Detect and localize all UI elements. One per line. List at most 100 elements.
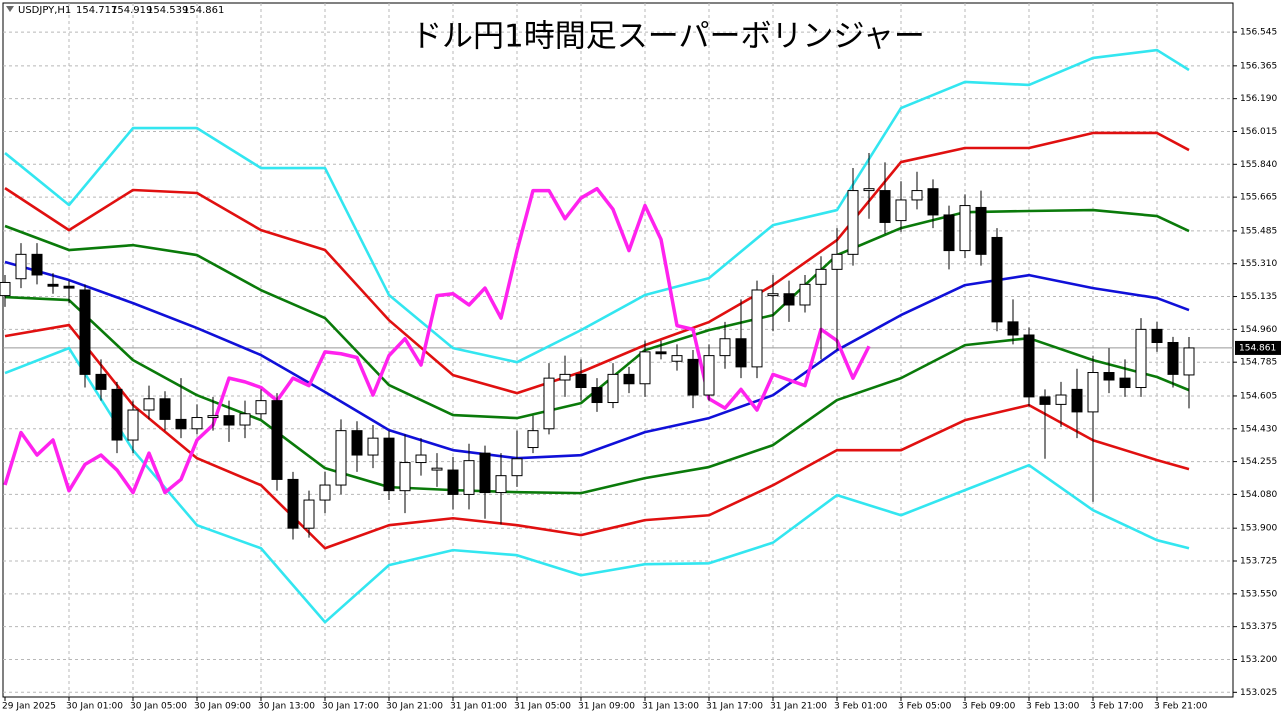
candle-body — [175, 418, 187, 430]
candle-body — [495, 475, 507, 494]
candle-body — [319, 484, 331, 501]
candle-body — [943, 214, 955, 252]
candle-body — [367, 437, 379, 456]
last-price-label: 154.861 — [1239, 343, 1276, 353]
candle-body — [879, 190, 891, 223]
candle-body — [575, 373, 587, 389]
x-tick-label: 30 Jan 09:00 — [194, 702, 251, 712]
candle-body — [591, 387, 603, 404]
candle-body — [815, 268, 827, 285]
x-tick-label: 31 Jan 05:00 — [514, 702, 571, 712]
candle-body — [31, 253, 43, 276]
x-tick-label: 30 Jan 01:00 — [66, 702, 123, 712]
y-tick-label: 154.430 — [1240, 424, 1277, 434]
candle-body — [927, 188, 939, 216]
candle-body — [111, 388, 123, 441]
line-series — [4, 131, 1190, 395]
candle-body — [1055, 394, 1067, 405]
x-tick-label: 30 Jan 13:00 — [258, 702, 315, 712]
x-tick-label: 3 Feb 09:00 — [962, 702, 1016, 712]
candle-body — [207, 415, 219, 419]
candle-body — [559, 373, 571, 381]
line-series — [4, 48, 1190, 364]
y-tick-label: 155.310 — [1240, 259, 1277, 269]
candle-body — [15, 253, 27, 280]
candle-body — [1023, 334, 1035, 398]
x-tick-label: 3 Feb 05:00 — [898, 702, 952, 712]
candle-body — [399, 462, 411, 492]
line-series — [4, 323, 1190, 550]
candle-body — [47, 283, 59, 287]
x-tick-label: 3 Feb 21:00 — [1154, 702, 1208, 712]
candle-body — [959, 205, 971, 252]
y-tick-label: 154.605 — [1240, 391, 1277, 401]
header-low: 154.539 — [147, 5, 188, 16]
candle-body — [1087, 372, 1099, 413]
candle-body — [255, 400, 267, 415]
x-tick-label: 30 Jan 17:00 — [322, 702, 379, 712]
candle-body — [847, 190, 859, 255]
chart-title: ドル円1時間足スーパーボリンジャー — [411, 19, 925, 55]
x-tick-label: 31 Jan 13:00 — [642, 702, 699, 712]
candle-body — [143, 398, 155, 411]
candle-body — [351, 430, 363, 456]
candle-body — [767, 293, 779, 297]
candle-body — [991, 236, 1003, 323]
candle-body — [975, 206, 987, 255]
x-tick-label: 3 Feb 13:00 — [1026, 702, 1080, 712]
candle-body — [655, 351, 667, 355]
candle-body — [271, 400, 283, 480]
line-series — [4, 295, 1190, 495]
candle-body — [431, 467, 443, 471]
x-tick-label: 31 Jan 09:00 — [578, 702, 635, 712]
candle-body — [607, 373, 619, 404]
candle-body — [0, 281, 11, 297]
x-tick-label: 31 Jan 17:00 — [706, 702, 763, 712]
candle-body — [415, 454, 427, 464]
candle-body — [671, 355, 683, 362]
symbol: USDJPY,H1 — [18, 5, 71, 16]
candle-body — [1103, 372, 1115, 381]
y-tick-label: 154.080 — [1240, 490, 1277, 500]
x-tick-label: 30 Jan 05:00 — [130, 702, 187, 712]
candle-body — [863, 188, 875, 192]
y-tick-label: 155.135 — [1240, 292, 1277, 302]
x-tick-label: 3 Feb 01:00 — [834, 702, 888, 712]
header-open: 154.717 — [76, 5, 117, 16]
candle-body — [303, 499, 315, 529]
y-tick-label: 156.190 — [1240, 94, 1277, 104]
y-tick-label: 156.545 — [1240, 28, 1277, 38]
candle-body — [335, 430, 347, 486]
candle-body — [719, 338, 731, 357]
candle-body — [799, 283, 811, 306]
candle-body — [63, 285, 75, 289]
candle-body — [623, 373, 635, 385]
candle-body — [463, 460, 475, 495]
candle-body — [1183, 347, 1195, 376]
candle-body — [79, 289, 91, 375]
y-tick-label: 154.960 — [1240, 325, 1277, 335]
candle-body — [1167, 341, 1179, 375]
candle-body — [1151, 328, 1163, 343]
y-tick-label: 154.785 — [1240, 358, 1277, 368]
y-tick-label: 153.725 — [1240, 557, 1277, 567]
candle-body — [191, 417, 203, 430]
x-tick-label: 31 Jan 21:00 — [770, 702, 827, 712]
plot-frame — [2, 2, 1234, 698]
x-tick-label: 30 Jan 21:00 — [386, 702, 443, 712]
candle-body — [783, 293, 795, 306]
candle-body — [383, 437, 395, 492]
y-tick-label: 153.550 — [1240, 589, 1277, 599]
candle-body — [159, 398, 171, 420]
candle-body — [751, 289, 763, 368]
candle-body — [1135, 328, 1147, 389]
y-tick-label: 153.375 — [1240, 622, 1277, 632]
y-tick-label: 155.665 — [1240, 193, 1277, 203]
candle-body — [831, 253, 843, 270]
y-tick-label: 153.025 — [1240, 688, 1277, 698]
candle-body — [511, 458, 523, 477]
candle-body — [287, 478, 299, 529]
y-tick-label: 154.255 — [1240, 457, 1277, 467]
candle-body — [447, 469, 459, 495]
